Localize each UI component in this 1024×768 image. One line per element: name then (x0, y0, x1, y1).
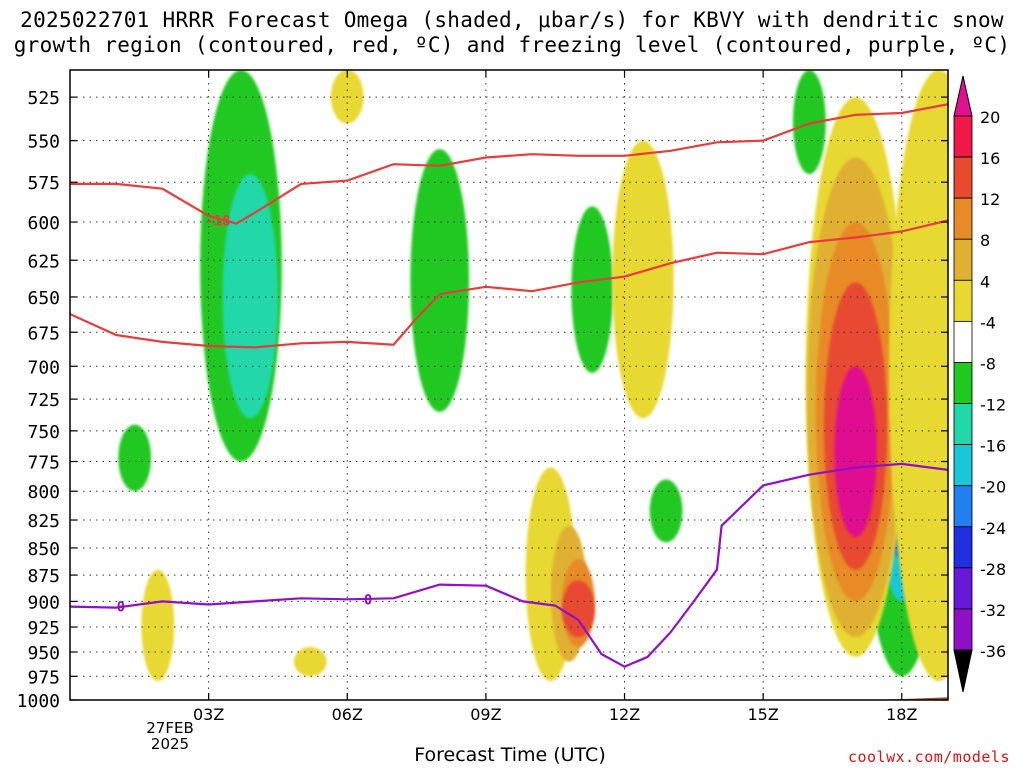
dgz-upper-contour (70, 103, 948, 225)
y-tick-label: 700 (27, 357, 60, 378)
omega-region (649, 479, 683, 543)
y-tick-label: 900 (27, 592, 60, 613)
colorbar-label: -12 (980, 396, 1006, 415)
y-tick-label: 975 (27, 667, 60, 688)
freezing-level-contour (70, 462, 948, 668)
omega-region (222, 174, 278, 419)
y-tick-label: 875 (27, 566, 60, 587)
colorbar-label: 8 (980, 231, 990, 250)
omega-region (118, 424, 152, 492)
y-tick-label: 625 (27, 251, 60, 272)
colorbar-bin (953, 238, 973, 281)
omega-region (792, 70, 826, 175)
x-tick-label: 18Z (886, 705, 917, 724)
y-tick-label: 525 (27, 88, 60, 109)
y-tick-label: 950 (27, 643, 60, 664)
x-tick-label: 09Z (470, 705, 501, 724)
grid-lines (70, 70, 948, 700)
omega-region (410, 149, 470, 412)
y-tick-label: 775 (27, 453, 60, 474)
colorbar-label: -28 (980, 560, 1006, 579)
omega-region (141, 569, 175, 682)
y-tick-label: 725 (27, 390, 60, 411)
colorbar-label: -4 (980, 313, 996, 332)
contour-lines: -18 0 0 (70, 103, 948, 668)
y-axis: 525 550 575 600 625 650 675 700 725 750 775 800 825 8… (17, 88, 948, 712)
date-label: 27FEB 2025 (120, 720, 220, 752)
colorbar-bin (953, 485, 973, 528)
colorbar-bin (953, 115, 973, 158)
colorbar-bin (953, 526, 973, 569)
colorbar-bin (953, 279, 973, 322)
omega-region (888, 70, 948, 682)
x-tick-label: 12Z (609, 705, 640, 724)
x-axis: 03Z 06Z 09Z 12Z 15Z 18Z (193, 70, 917, 724)
colorbar-label: -32 (980, 601, 1006, 620)
y-tick-label: 800 (27, 482, 60, 503)
date-label-day: 27FEB (146, 719, 194, 737)
omega-region (561, 580, 595, 638)
y-tick-label: 825 (27, 511, 60, 532)
x-tick-label: 15Z (747, 705, 778, 724)
omega-region (834, 366, 877, 537)
colorbar-bottom-arrow (953, 649, 973, 693)
freezing-contour-label: 0 (364, 592, 372, 608)
colorbar-bin (953, 444, 973, 487)
y-tick-label: 1000 (17, 691, 60, 712)
y-tick-label: 575 (27, 173, 60, 194)
colorbar-label: 20 (980, 108, 1000, 127)
y-tick-label: 550 (27, 132, 60, 153)
colorbar-label: 12 (980, 190, 1000, 209)
chart-title-line-2: growth region (contoured, red, ºC) and f… (13, 33, 1011, 57)
x-axis-label: Forecast Time (UTC) (414, 744, 606, 766)
y-tick-label: 675 (27, 323, 60, 344)
dgz-contour-label: -18 (205, 213, 230, 229)
colorbar-bin (953, 567, 973, 610)
colorbar-bin (953, 156, 973, 199)
colorbar-bin (953, 197, 973, 240)
credit-link[interactable]: coolwx.com/models (847, 748, 1010, 766)
colorbar-label: -24 (980, 519, 1006, 538)
date-label-year: 2025 (150, 735, 190, 753)
y-tick-label: 600 (27, 213, 60, 234)
freezing-contour-label: 0 (117, 600, 125, 616)
colorbar: 20 16 12 8 4 -4 -8 -12 -16 -20 -24 -28 -32 -36 (953, 75, 1006, 693)
omega-shading (118, 70, 948, 682)
x-tick-label: 06Z (332, 705, 363, 724)
omega-region (612, 140, 674, 419)
colorbar-label: 4 (980, 272, 990, 291)
colorbar-label: -16 (980, 437, 1006, 456)
colorbar-bin (953, 403, 973, 446)
omega-region (293, 647, 327, 677)
colorbar-label: -36 (980, 642, 1006, 661)
y-tick-label: 750 (27, 422, 60, 443)
dgz-lower-contour (70, 219, 948, 349)
colorbar-top-arrow (953, 75, 973, 117)
plot-frame (69, 69, 949, 701)
colorbar-label: -20 (980, 478, 1006, 497)
colorbar-bin (953, 362, 973, 404)
y-tick-label: 650 (27, 288, 60, 309)
y-tick-label: 850 (27, 539, 60, 560)
colorbar-label: -8 (980, 354, 996, 373)
colorbar-label: 16 (980, 149, 1000, 168)
colorbar-bin (953, 608, 973, 651)
omega-region (571, 206, 613, 373)
chart-title-line-1: 2025022701 HRRR Forecast Omega (shaded, … (20, 8, 1004, 32)
colorbar-bin (953, 320, 973, 363)
y-tick-label: 925 (27, 618, 60, 639)
x-tick-label: 03Z (193, 705, 224, 724)
